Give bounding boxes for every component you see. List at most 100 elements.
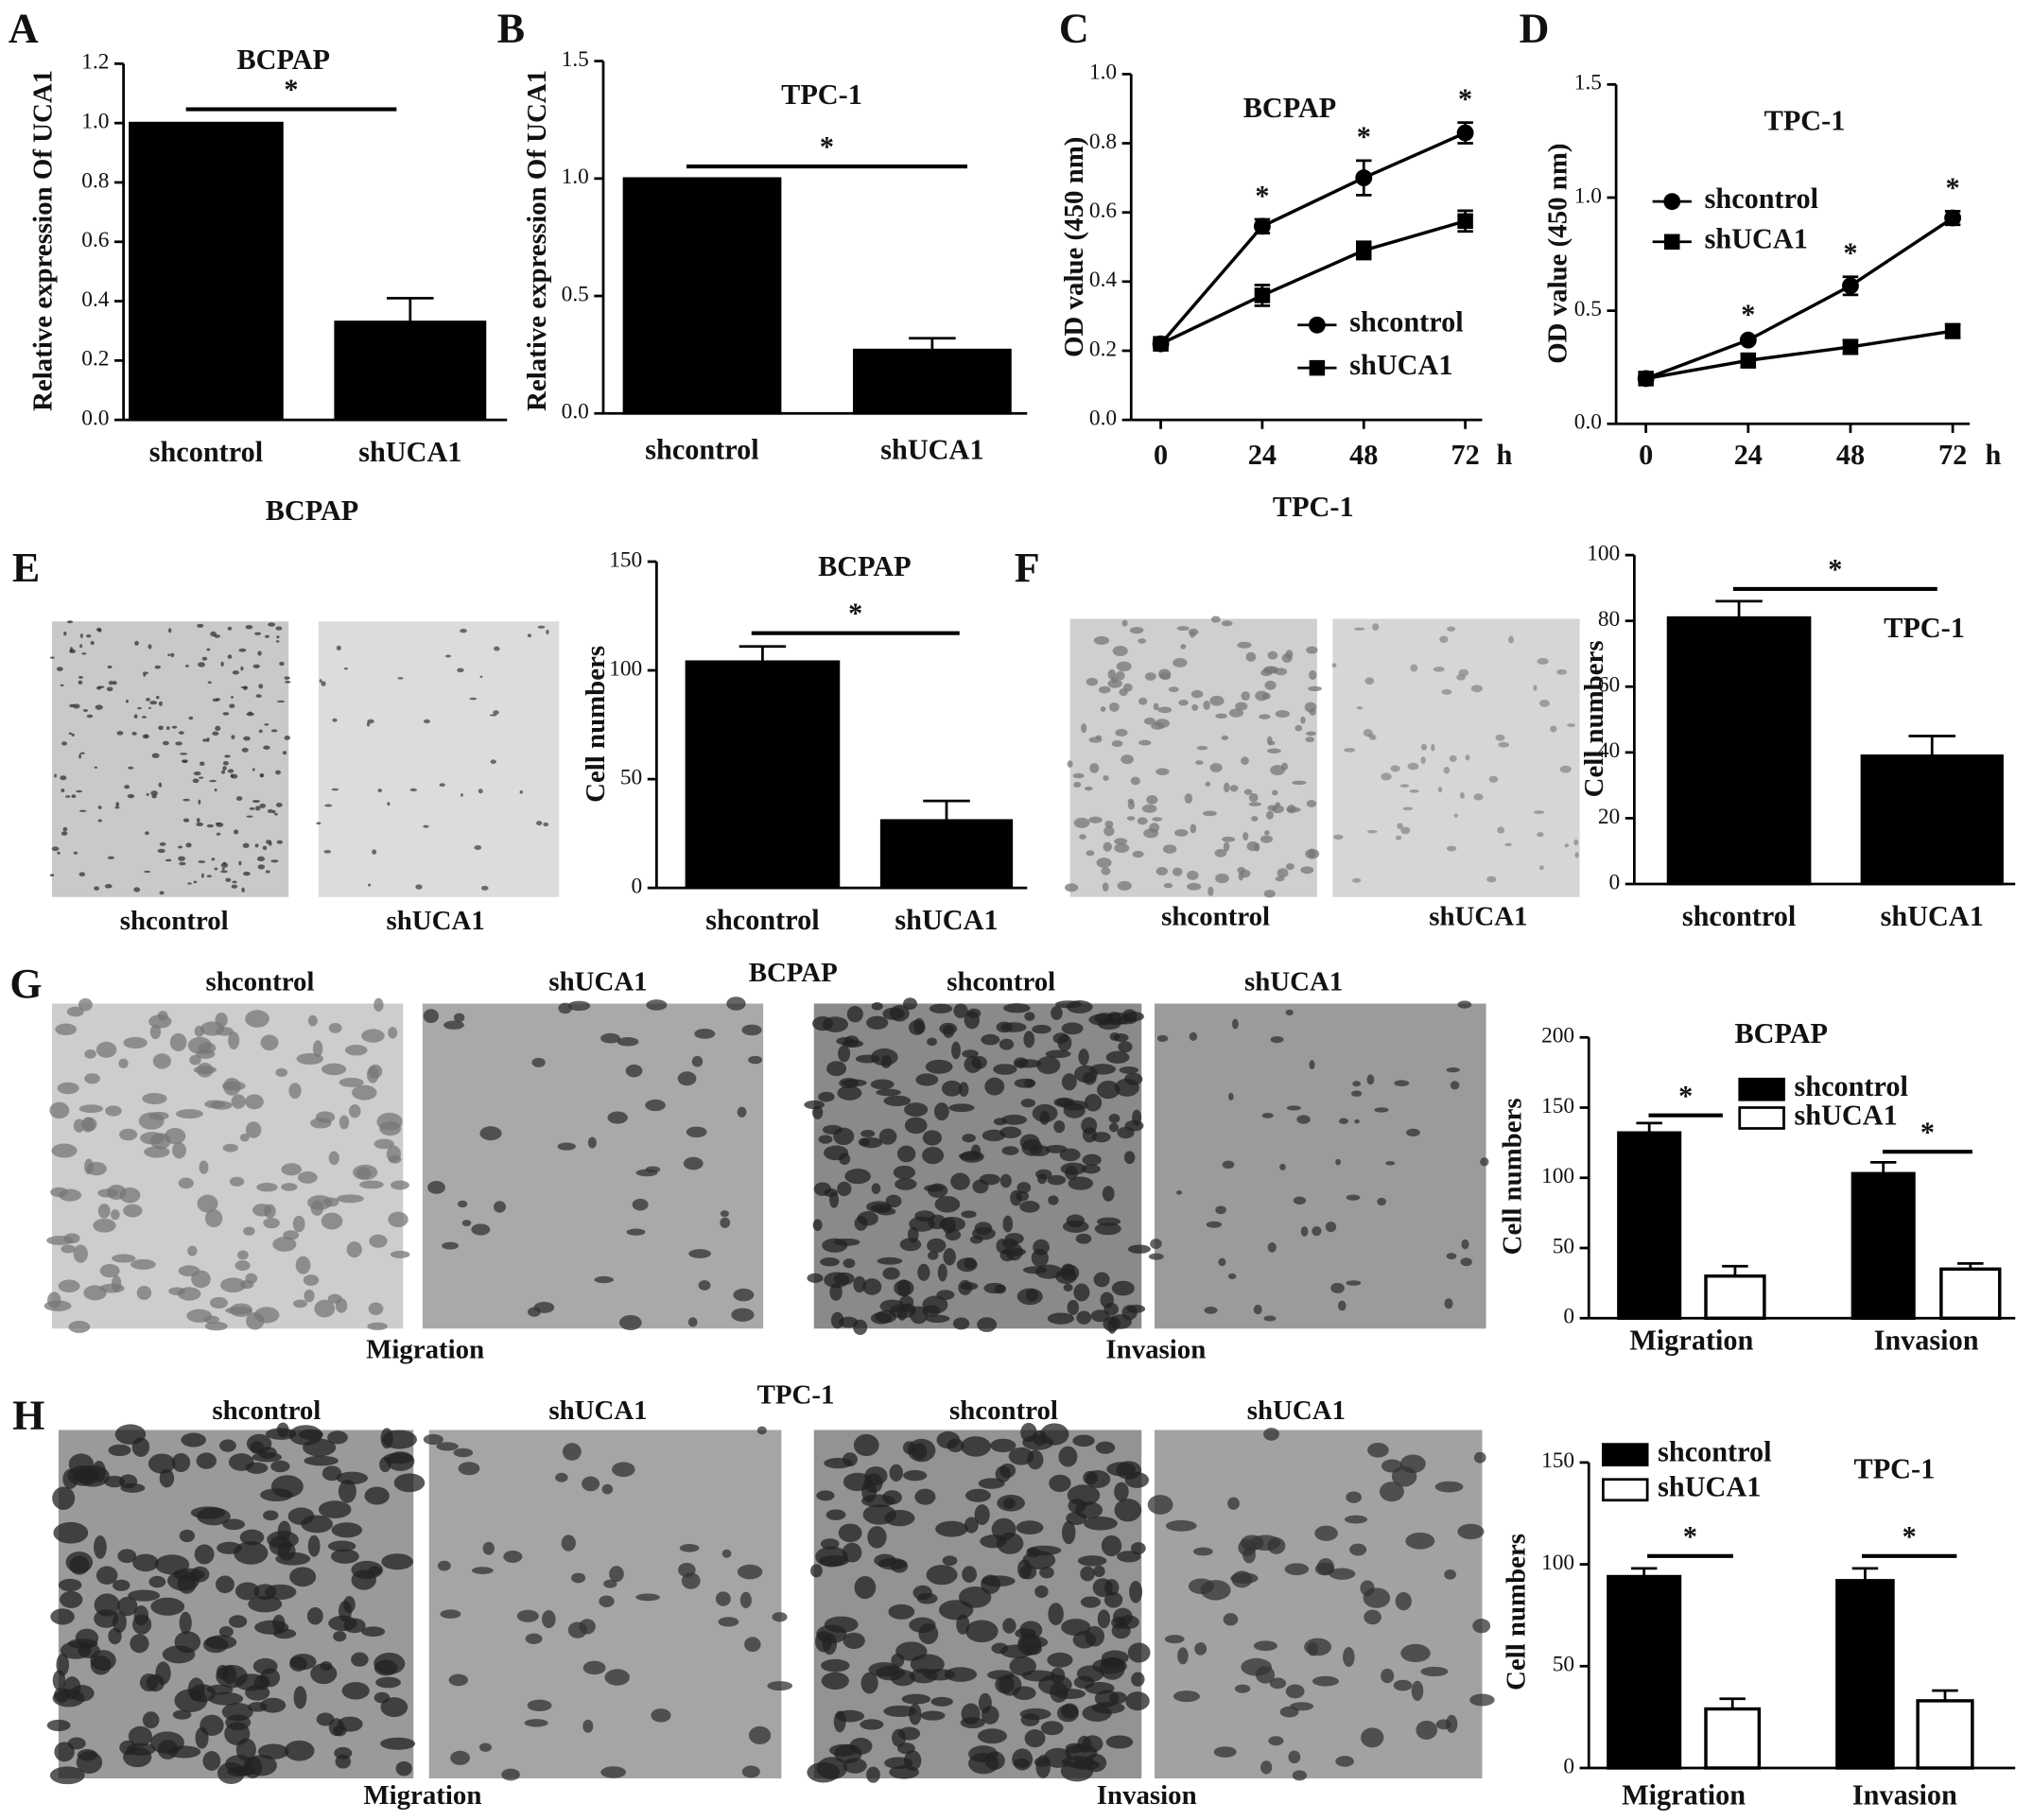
cell-blob [1073, 817, 1090, 828]
cell-blob [245, 624, 253, 630]
cell-blob [1024, 1078, 1035, 1088]
cell-blob [984, 1077, 1005, 1096]
cell-blob [78, 997, 93, 1012]
cell-blob [139, 1673, 159, 1692]
y-tick-label: 0 [632, 874, 643, 898]
cell-blob [1186, 882, 1202, 891]
cell-blob [1443, 767, 1451, 774]
cell-blob [171, 1452, 191, 1472]
cell-blob [269, 1535, 292, 1556]
cell-blob [203, 1315, 220, 1325]
cell-blob [361, 1626, 386, 1638]
cell-blob [108, 1444, 131, 1457]
cell-blob [1268, 1736, 1284, 1746]
cell-blob [1400, 826, 1411, 835]
cell-blob [1032, 1103, 1058, 1123]
cell-blob [1402, 806, 1414, 811]
photo-caption: shcontrol [206, 966, 315, 997]
cell-blob [148, 706, 151, 710]
cell-blob [1091, 1132, 1111, 1143]
cell-blob [1260, 835, 1274, 843]
cell-blob [1394, 1080, 1410, 1086]
cell-blob [1206, 1221, 1223, 1228]
cell-blob [635, 1593, 660, 1602]
cell-blob [171, 725, 178, 729]
cell-blob [221, 1081, 246, 1091]
cell-blob [1498, 741, 1510, 748]
cell-blob [295, 1256, 311, 1274]
cell-blob [1162, 844, 1177, 854]
cell-blob [436, 1442, 459, 1451]
cell-blob [896, 1145, 916, 1163]
cell-blob [527, 1699, 552, 1711]
cell-blob [1215, 713, 1227, 719]
bar [129, 121, 284, 422]
y-axis-label: Cell numbers [581, 646, 611, 803]
cell-blob [884, 1757, 913, 1770]
cell-blob [1409, 789, 1419, 793]
cell-blob [262, 845, 268, 851]
micrograph [422, 1003, 764, 1329]
cell-blob [567, 1621, 587, 1638]
cell-blob [276, 700, 286, 703]
cell-blob [922, 1146, 945, 1165]
cell-blob [1331, 663, 1337, 668]
cell-blob [1016, 1190, 1030, 1202]
legend-swatch [1601, 1443, 1649, 1466]
cell-blob [1537, 832, 1544, 838]
cell-blob [225, 877, 232, 882]
cell-blob [942, 1217, 956, 1234]
cell-blob [1002, 1498, 1016, 1510]
legend-label: shcontrol [1705, 182, 1818, 215]
cell-blob [977, 1317, 998, 1332]
cell-blob [1095, 1441, 1116, 1454]
x-tick-label: 48 [1836, 439, 1865, 471]
cell-blob [379, 1456, 391, 1473]
cell-blob [1093, 1565, 1105, 1577]
cell-blob [136, 1285, 152, 1301]
panel-letter: H [12, 1393, 44, 1439]
cell-blob [123, 1036, 148, 1049]
cell-blob [270, 729, 278, 733]
cell-blob [380, 1737, 416, 1750]
cell-blob [953, 1003, 968, 1018]
cell-blob [116, 731, 124, 736]
cell-blob [175, 1109, 203, 1119]
cell-blob [479, 675, 483, 678]
cell-blob [73, 1118, 85, 1133]
cell-blob [698, 1280, 711, 1291]
cell-blob [93, 1218, 116, 1233]
y-tick-label: 0.5 [1574, 297, 1602, 321]
x-tick-label: 0 [1154, 439, 1168, 471]
legend-swatch [1738, 1106, 1785, 1130]
cell-blob [391, 1180, 409, 1190]
cell-blob [53, 1521, 89, 1544]
cell-blob [960, 1151, 984, 1163]
cell-blob [1168, 686, 1179, 693]
cell-blob [1457, 1523, 1485, 1540]
cell-blob [190, 1506, 226, 1519]
cell-blob [1074, 1065, 1098, 1083]
cell-blob [864, 1466, 888, 1485]
cell-blob [1103, 825, 1115, 837]
cell-blob [1143, 717, 1156, 725]
cell-blob [1193, 1547, 1213, 1556]
cell-blob [1221, 735, 1229, 740]
cell-blob [395, 1760, 412, 1777]
cell-blob [1072, 772, 1085, 779]
chart-title: TPC-1 [781, 78, 862, 111]
cell-blob [1049, 1474, 1071, 1493]
cell-blob [1174, 829, 1189, 837]
cell-blob [312, 1040, 323, 1058]
cell-blob [1329, 1568, 1356, 1580]
point [1739, 331, 1757, 349]
cell-blob [224, 754, 231, 758]
cell-blob [1437, 786, 1443, 793]
x-tick-label: 72 [1938, 439, 1967, 471]
cell-blob [1227, 1497, 1240, 1510]
cell-blob [90, 1650, 116, 1672]
cell-blob [265, 840, 272, 844]
cell-blob [1157, 668, 1172, 680]
cell-blob [626, 1228, 646, 1236]
cell-blob [82, 1117, 97, 1132]
